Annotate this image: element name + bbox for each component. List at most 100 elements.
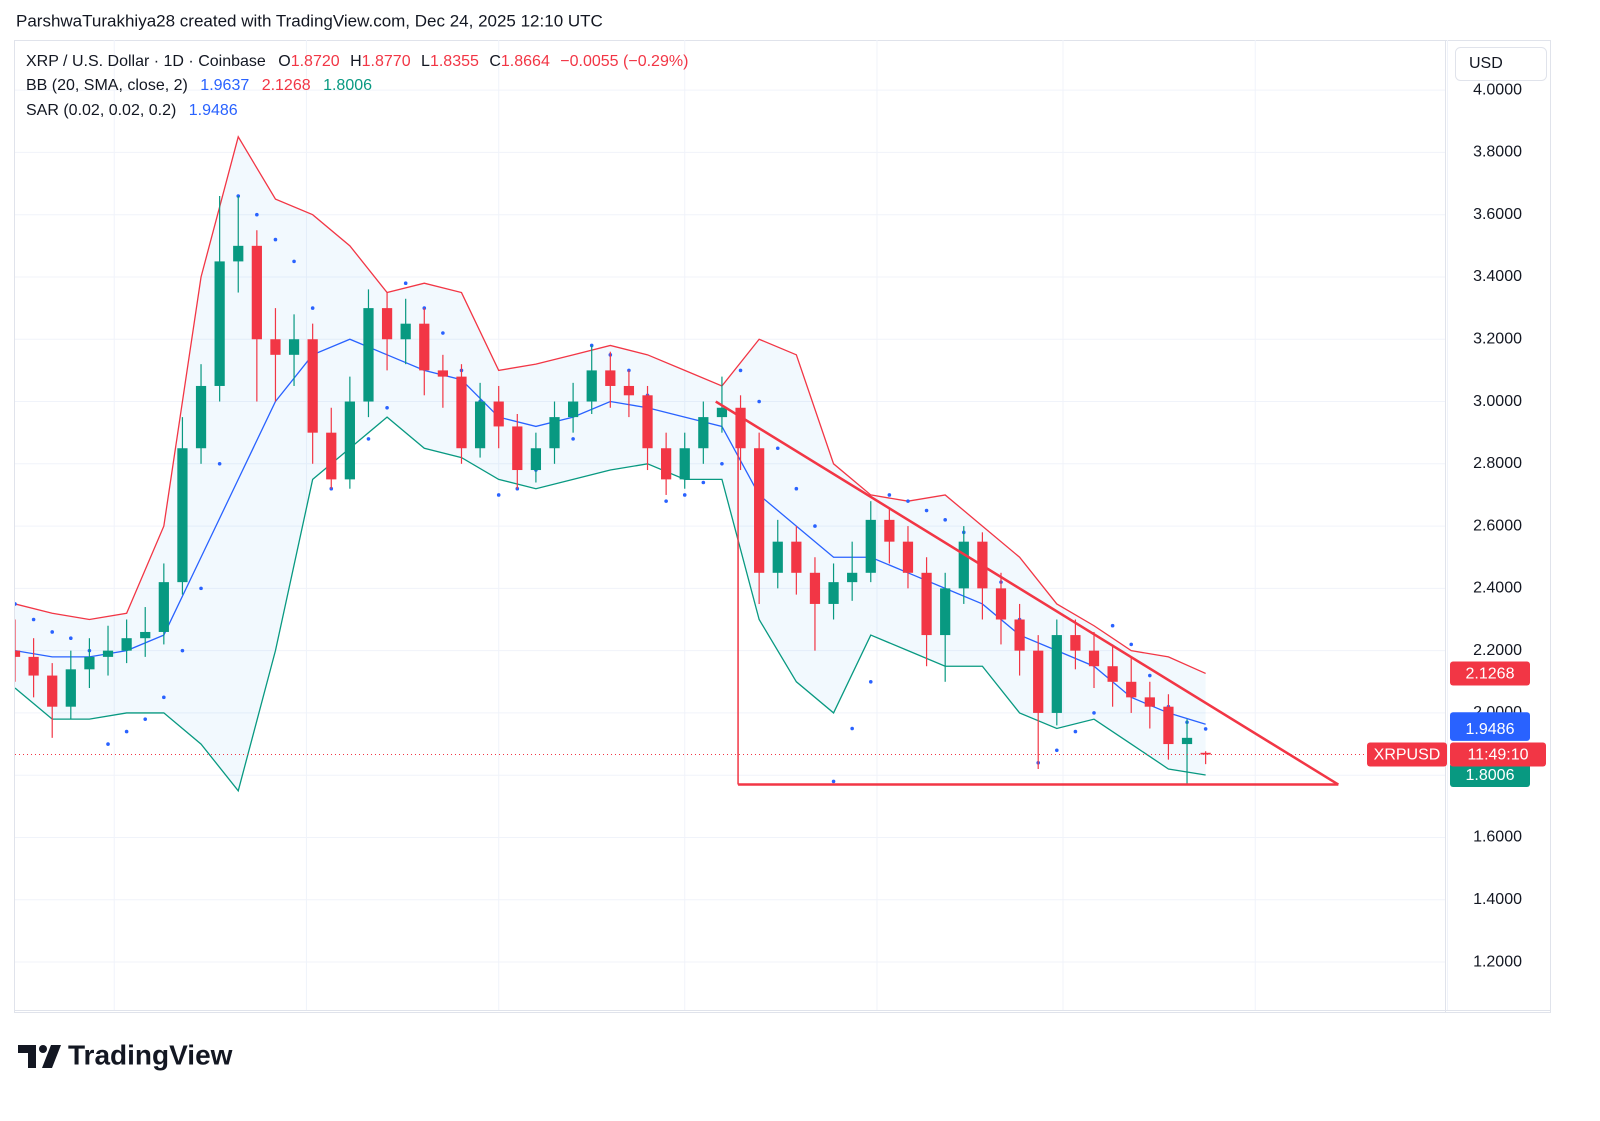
sar-dot <box>162 695 166 700</box>
candle-body <box>437 370 448 377</box>
price-tag <box>1450 716 1530 741</box>
candle-body <box>921 572 932 636</box>
candle-body <box>1051 635 1062 713</box>
ohlc-value: 1.8720 <box>291 53 340 70</box>
ohlc-value: 1.8355 <box>430 53 479 70</box>
candle-body <box>177 448 188 583</box>
y-tick-label: 3.4000 <box>1473 268 1522 285</box>
sar-dot <box>775 446 780 451</box>
currency[interactable]: USD <box>1469 55 1503 72</box>
sar-value: 1.9486 <box>189 102 238 119</box>
candle-body <box>735 407 746 449</box>
sar-dot <box>292 259 296 264</box>
candle-body <box>623 385 635 396</box>
y-tick-label: 2.4000 <box>1473 580 1522 597</box>
y-tick-label: 3.0000 <box>1473 393 1522 410</box>
sar-dot <box>906 499 910 503</box>
bb-lower-value: 1.8006 <box>323 77 372 94</box>
sar-dot <box>1110 623 1115 628</box>
candle-body <box>512 426 523 471</box>
sar-dot <box>924 508 929 513</box>
currency-button[interactable] <box>1455 47 1547 81</box>
candle-body <box>121 638 132 651</box>
price-axis: 1.20001.40001.60001.80002.00002.20002.40… <box>1473 81 1522 970</box>
price-tag <box>1450 661 1530 686</box>
candle-body <box>140 631 151 639</box>
y-tick-label: 1.2000 <box>1473 953 1522 970</box>
sar-dot <box>124 729 129 734</box>
sar-dot <box>682 493 687 497</box>
sar-dot <box>794 486 799 491</box>
legend: XRP / U.S. Dollar · 1D · Coinbase O1.872… <box>26 53 688 119</box>
candle-body <box>102 650 114 657</box>
plot <box>15 135 1445 793</box>
candle-body <box>47 675 58 707</box>
y-tick-label: 1.6000 <box>1473 829 1522 846</box>
y-tick-label: 2.8000 <box>1473 455 1522 472</box>
candle-body <box>493 401 504 427</box>
sar-dot <box>496 493 501 497</box>
logo-text: TradingView <box>68 1039 233 1070</box>
price-tag <box>1450 763 1530 788</box>
candle-body <box>28 656 39 676</box>
sar-dot <box>15 602 17 606</box>
candle-body <box>772 541 783 573</box>
candle-body <box>940 588 951 636</box>
candle-body <box>698 417 709 449</box>
candle-body <box>1200 752 1211 755</box>
ohlc-value: 1.8664 <box>501 53 550 70</box>
sar-dot <box>1055 748 1059 753</box>
ohlc-value: 1.8770 <box>362 53 411 70</box>
sar-dot <box>199 586 203 591</box>
bb-basis-value: 1.9637 <box>200 77 249 94</box>
candle-body <box>791 541 802 573</box>
candle-body <box>809 572 821 604</box>
sar-dot <box>664 499 668 503</box>
sar-dot <box>180 648 185 653</box>
legend-row: XRP / U.S. Dollar · 1D · Coinbase O1.872… <box>26 53 688 70</box>
candle-body <box>679 448 690 480</box>
candle-body <box>474 401 486 449</box>
ohlc-key: L <box>421 53 430 70</box>
sar-dot <box>1203 727 1208 731</box>
sar-dot <box>273 237 278 242</box>
change: −0.0055 (−0.29%) <box>560 53 688 70</box>
bb-lower-line <box>15 416 1206 793</box>
candle-body <box>288 339 300 355</box>
candle-body <box>270 339 281 355</box>
candle-body <box>158 582 169 632</box>
candle-body <box>1088 650 1100 667</box>
candle-body <box>1033 650 1044 713</box>
sar-dot <box>738 368 743 373</box>
price-tag-label: 11:49:10 <box>1467 747 1528 764</box>
candle-body <box>995 588 1007 620</box>
candle-body <box>958 541 969 589</box>
sar-dot <box>757 399 761 404</box>
candle-body <box>1014 619 1025 651</box>
credit: ParshwaTurakhiya28 created with TradingV… <box>16 11 603 30</box>
ohlc-key: C <box>489 53 501 70</box>
sar-dot <box>310 306 315 310</box>
candle-body <box>195 385 207 449</box>
sar-dot <box>106 742 110 746</box>
sar-dot <box>813 524 817 528</box>
sar-dot <box>441 331 445 335</box>
candle-body <box>381 308 393 340</box>
ohlc-key: O <box>278 53 290 70</box>
candle-body <box>530 448 542 471</box>
sar-dot <box>143 717 148 721</box>
y-tick-label: 1.4000 <box>1473 891 1522 908</box>
y-tick-label: 3.8000 <box>1473 144 1522 161</box>
sar-dot <box>1129 642 1134 647</box>
bb-label: BB (20, SMA, close, 2) <box>26 77 188 94</box>
sar-dot <box>69 636 73 640</box>
candle-body <box>1070 635 1081 651</box>
sar-dot <box>515 486 520 491</box>
candle-body <box>419 323 430 371</box>
price-tag <box>1367 742 1447 767</box>
y-tick-label: 2.2000 <box>1473 642 1522 659</box>
logo-mark <box>42 1045 61 1068</box>
candle-body <box>344 401 355 480</box>
price-tag-label: 1.9486 <box>1466 721 1515 738</box>
